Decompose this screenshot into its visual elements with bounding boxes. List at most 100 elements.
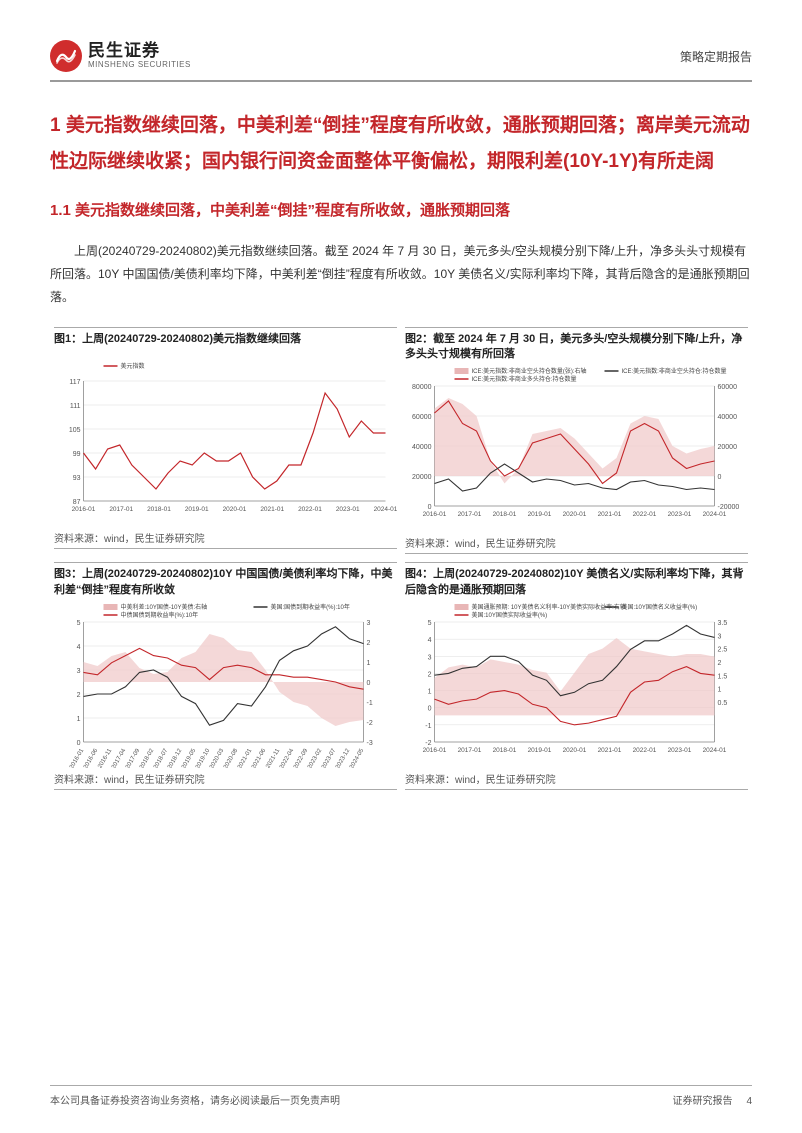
figure-3-source: 资料来源：wind，民生证券研究院 xyxy=(54,768,397,790)
svg-text:-3: -3 xyxy=(367,740,373,747)
svg-text:2018-12: 2018-12 xyxy=(167,748,184,769)
svg-text:1: 1 xyxy=(367,660,371,667)
figure-1-source: 资料来源：wind，民生证券研究院 xyxy=(54,527,397,549)
svg-text:2023-01: 2023-01 xyxy=(668,747,692,754)
svg-text:2018-01: 2018-01 xyxy=(493,747,517,754)
svg-text:2018-01: 2018-01 xyxy=(493,511,517,518)
svg-text:3: 3 xyxy=(718,633,722,640)
figure-1-chart: 8793991051111172016-012017-012018-012019… xyxy=(54,359,397,527)
svg-text:2016-11: 2016-11 xyxy=(97,748,113,769)
svg-text:2022-01: 2022-01 xyxy=(298,506,322,513)
svg-text:0: 0 xyxy=(428,706,432,713)
svg-text:2023-12: 2023-12 xyxy=(335,748,352,769)
svg-text:2: 2 xyxy=(428,672,432,679)
logo-text-en: MINSHENG SECURITIES xyxy=(88,61,191,70)
svg-text:2016-01: 2016-01 xyxy=(423,511,447,518)
svg-text:美国:国债到期收益率(%):10年: 美国:国债到期收益率(%):10年 xyxy=(271,603,350,611)
figure-2: 图2：截至 2024 年 7 月 30 日，美元多头/空头规模分别下降/上升，净… xyxy=(401,323,752,559)
header: 民生证券 MINSHENG SECURITIES 策略定期报告 xyxy=(50,40,752,82)
svg-text:-2: -2 xyxy=(425,740,431,747)
svg-text:0: 0 xyxy=(718,474,722,481)
svg-text:3: 3 xyxy=(428,654,432,661)
svg-text:2021-11: 2021-11 xyxy=(265,748,281,769)
svg-text:ICE:美元指数:非商业空头持仓:持仓数量: ICE:美元指数:非商业空头持仓:持仓数量 xyxy=(622,367,727,375)
heading-1: 1 美元指数继续回落，中美利差“倒挂”程度有所收敛，通胀预期回落；离岸美元流动性… xyxy=(50,108,752,180)
svg-text:2019-01: 2019-01 xyxy=(528,511,552,518)
svg-text:1: 1 xyxy=(718,687,722,694)
svg-text:1: 1 xyxy=(428,689,432,696)
svg-text:ICE:美元指数:非商业空头持仓数量(张):右轴: ICE:美元指数:非商业空头持仓数量(张):右轴 xyxy=(472,367,587,375)
svg-text:60000: 60000 xyxy=(718,384,738,391)
svg-text:2016-01: 2016-01 xyxy=(72,506,96,513)
figure-1: 图1：上周(20240729-20240802)美元指数继续回落 8793991… xyxy=(50,323,401,559)
svg-text:2020-03: 2020-03 xyxy=(209,748,226,769)
svg-text:美国:10Y国债名义收益率(%): 美国:10Y国债名义收益率(%) xyxy=(622,603,698,611)
svg-text:87: 87 xyxy=(73,499,81,506)
svg-text:2019-05: 2019-05 xyxy=(181,748,198,769)
svg-text:-2: -2 xyxy=(367,720,373,727)
svg-text:2021-01: 2021-01 xyxy=(237,748,254,769)
svg-text:2017-01: 2017-01 xyxy=(458,747,482,754)
svg-text:ICE:美元指数:非商业多头持仓:持仓数量: ICE:美元指数:非商业多头持仓:持仓数量 xyxy=(472,375,577,383)
footer-disclaimer: 本公司具备证券投资咨询业务资格，请务必阅读最后一页免责声明 xyxy=(50,1092,340,1107)
svg-text:80000: 80000 xyxy=(412,384,432,391)
svg-text:2: 2 xyxy=(718,660,722,667)
svg-text:2022-04: 2022-04 xyxy=(279,748,296,769)
svg-text:5: 5 xyxy=(77,620,81,627)
svg-text:0.5: 0.5 xyxy=(718,700,728,707)
figure-grid: 图1：上周(20240729-20240802)美元指数继续回落 8793991… xyxy=(50,323,752,795)
svg-text:3: 3 xyxy=(367,620,371,627)
figure-2-title: 图2：截至 2024 年 7 月 30 日，美元多头/空头规模分别下降/上升，净… xyxy=(405,327,748,365)
svg-text:美国通胀预期: 10Y美债名义利率-10Y美债实际收益率:右: 美国通胀预期: 10Y美债名义利率-10Y美债实际收益率:右轴 xyxy=(472,603,626,611)
svg-text:0: 0 xyxy=(428,504,432,511)
svg-text:2023-01: 2023-01 xyxy=(668,511,692,518)
svg-text:5: 5 xyxy=(428,620,432,627)
svg-text:20000: 20000 xyxy=(412,474,432,481)
svg-text:2016-01: 2016-01 xyxy=(423,747,447,754)
svg-text:2021-01: 2021-01 xyxy=(598,511,622,518)
svg-text:-20000: -20000 xyxy=(718,504,740,511)
svg-text:2018-01: 2018-01 xyxy=(147,506,171,513)
svg-text:20000: 20000 xyxy=(718,444,738,451)
svg-text:1: 1 xyxy=(77,716,81,723)
svg-text:2016-06: 2016-06 xyxy=(83,748,100,769)
svg-text:105: 105 xyxy=(69,427,81,434)
svg-text:3.5: 3.5 xyxy=(718,620,728,627)
svg-text:2020-01: 2020-01 xyxy=(223,506,247,513)
svg-text:117: 117 xyxy=(69,379,80,386)
svg-text:2018-02: 2018-02 xyxy=(139,748,156,769)
svg-text:-1: -1 xyxy=(425,723,431,730)
body-paragraph: 上周(20240729-20240802)美元指数继续回落。截至 2024 年 … xyxy=(50,240,752,308)
svg-text:2024-05: 2024-05 xyxy=(349,748,366,769)
svg-text:-1: -1 xyxy=(367,700,373,707)
svg-text:中债国债到期收益率(%):10年: 中债国债到期收益率(%):10年 xyxy=(121,611,199,619)
svg-text:2022-01: 2022-01 xyxy=(633,511,657,518)
svg-text:2019-01: 2019-01 xyxy=(185,506,209,513)
figure-2-source: 资料来源：wind，民生证券研究院 xyxy=(405,532,748,554)
svg-text:2: 2 xyxy=(77,692,81,699)
figure-2-chart: 020000400006000080000-200000200004000060… xyxy=(405,364,748,532)
footer: 本公司具备证券投资咨询业务资格，请务必阅读最后一页免责声明 证券研究报告 4 xyxy=(50,1085,752,1107)
figure-3-chart: 012345-3-2-101232016-012016-062016-11201… xyxy=(54,600,397,768)
svg-text:2024-01: 2024-01 xyxy=(703,511,727,518)
svg-text:2.5: 2.5 xyxy=(718,647,728,654)
svg-text:2021-01: 2021-01 xyxy=(598,747,622,754)
svg-text:2017-09: 2017-09 xyxy=(125,748,142,769)
figure-3-title: 图3：上周(20240729-20240802)10Y 中国国债/美债利率均下降… xyxy=(54,562,397,600)
svg-text:40000: 40000 xyxy=(718,414,738,421)
svg-text:2017-01: 2017-01 xyxy=(458,511,482,518)
svg-text:2023-01: 2023-01 xyxy=(336,506,360,513)
svg-text:2019-01: 2019-01 xyxy=(528,747,552,754)
figure-1-title: 图1：上周(20240729-20240802)美元指数继续回落 xyxy=(54,327,397,359)
svg-text:2020-01: 2020-01 xyxy=(563,747,587,754)
report-type-label: 策略定期报告 xyxy=(680,48,752,65)
svg-text:美国:10Y国债实际收益率(%): 美国:10Y国债实际收益率(%) xyxy=(472,611,548,619)
svg-text:2017-04: 2017-04 xyxy=(111,748,128,769)
logo-icon xyxy=(50,40,82,72)
svg-text:2022-09: 2022-09 xyxy=(293,748,310,769)
svg-text:4: 4 xyxy=(428,637,432,644)
svg-text:2017-01: 2017-01 xyxy=(109,506,133,513)
page-number: 4 xyxy=(746,1096,752,1107)
svg-text:2018-07: 2018-07 xyxy=(153,748,170,769)
svg-text:2020-08: 2020-08 xyxy=(223,748,240,769)
